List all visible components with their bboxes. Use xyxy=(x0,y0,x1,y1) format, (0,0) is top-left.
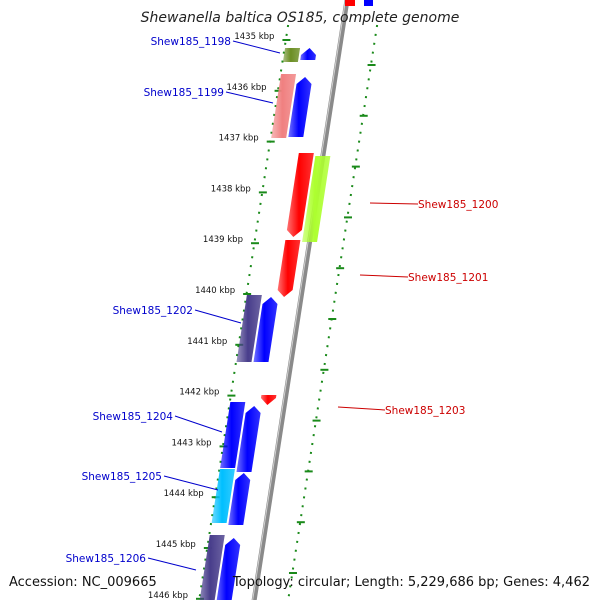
gene-label-leader xyxy=(225,91,274,104)
gene-arrow-forward xyxy=(236,406,261,472)
scale-tick-label: 1437 kbp xyxy=(219,134,259,144)
gene-label: Shew185_1198 xyxy=(151,36,231,48)
scale-tick-label: 1436 kbp xyxy=(227,83,267,93)
gene-label: Shew185_1199 xyxy=(144,87,224,99)
backbone-highlight xyxy=(252,0,347,600)
scale-tick-label: 1438 kbp xyxy=(211,184,251,194)
gene-arrow-reverse xyxy=(277,240,301,297)
gene-label-leader xyxy=(369,202,419,205)
gene-label: Shew185_1205 xyxy=(82,471,162,483)
gene-label-leader xyxy=(337,406,386,411)
scale-tick-label: 1435 kbp xyxy=(234,32,274,42)
gene-track-bar xyxy=(271,74,297,138)
gene-label-leader xyxy=(163,475,219,491)
gene-label-leader xyxy=(359,274,409,278)
gene-label-leader xyxy=(174,415,223,433)
gene-track-bar xyxy=(199,535,225,600)
gene-track-bar xyxy=(282,48,301,62)
gene-label-leader xyxy=(232,40,281,54)
gene-label: Shew185_1201 xyxy=(408,272,488,284)
scale-tick-label: 1441 kbp xyxy=(187,337,227,347)
genome-title: Shewanella baltica OS185, complete genom… xyxy=(140,10,460,26)
gene-track-bar xyxy=(211,469,235,523)
gene-arrow-forward xyxy=(228,473,251,525)
gene-arrow-reverse xyxy=(260,395,277,405)
scale-tick-label: 1445 kbp xyxy=(156,540,196,550)
scale-tick-label: 1443 kbp xyxy=(171,438,211,448)
scale-tick-label: 1440 kbp xyxy=(195,286,235,296)
scale-tick-label: 1446 kbp xyxy=(148,591,188,600)
gene-label: Shew185_1202 xyxy=(113,305,193,317)
gene-fragment-top xyxy=(345,0,355,6)
gene-label: Shew185_1204 xyxy=(93,411,174,423)
gene-label: Shew185_1206 xyxy=(66,553,147,565)
gene-arrow-forward xyxy=(216,538,241,600)
gene-label-leader xyxy=(194,309,242,324)
gene-track-bar xyxy=(236,295,262,362)
gene-arrow-forward xyxy=(253,297,278,362)
gene-track-bar xyxy=(302,156,331,242)
scale-tick-label: 1442 kbp xyxy=(179,388,219,398)
gene-arrow-reverse xyxy=(286,153,314,237)
gene-label: Shew185_1203 xyxy=(385,405,465,417)
gene-fragment-top xyxy=(364,0,373,6)
backbone-line xyxy=(251,0,350,600)
scale-tick-label: 1444 kbp xyxy=(164,489,204,499)
gene-label: Shew185_1200 xyxy=(418,199,498,211)
scale-tick-label: 1439 kbp xyxy=(203,235,243,245)
gene-track-bar xyxy=(220,402,246,468)
accession-label: Accession: NC_009665 xyxy=(9,575,157,590)
gene-arrow-forward xyxy=(300,48,316,60)
gene-label-leader xyxy=(147,557,197,571)
topology-label: Topology: circular; Length: 5,229,686 bp… xyxy=(232,575,590,590)
gene-arrow-forward xyxy=(288,77,312,137)
